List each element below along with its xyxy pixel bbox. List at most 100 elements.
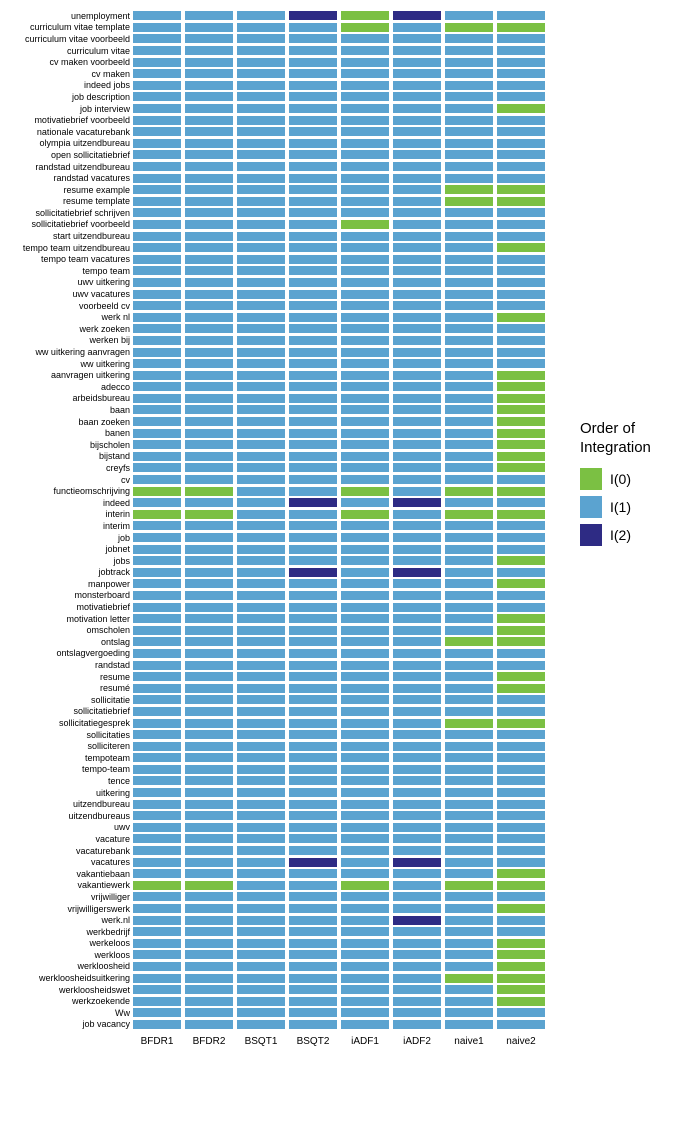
- heatmap-row: jobnet: [10, 543, 550, 555]
- heatmap-cell: [445, 974, 493, 983]
- heatmap-cell: [133, 545, 181, 554]
- legend-swatch: [580, 496, 602, 518]
- heatmap-cell: [445, 394, 493, 403]
- heatmap-cell: [185, 475, 233, 484]
- heatmap-cell: [237, 521, 285, 530]
- heatmap-cell: [185, 985, 233, 994]
- row-cells: [133, 684, 545, 693]
- heatmap-cell: [237, 417, 285, 426]
- y-label: job interview: [10, 104, 133, 114]
- row-cells: [133, 116, 545, 125]
- heatmap-cell: [393, 34, 441, 43]
- heatmap-cell: [237, 463, 285, 472]
- heatmap-cell: [497, 510, 545, 519]
- heatmap-row: curriculum vitae voorbeeld: [10, 33, 550, 45]
- heatmap-row: sollicitatiegesprek: [10, 717, 550, 729]
- heatmap-cell: [289, 243, 337, 252]
- heatmap-cell: [393, 661, 441, 670]
- y-label: banen: [10, 428, 133, 438]
- heatmap-cell: [185, 348, 233, 357]
- heatmap-cell: [133, 707, 181, 716]
- heatmap-cell: [393, 405, 441, 414]
- heatmap-cell: [393, 197, 441, 206]
- y-label: indeed jobs: [10, 80, 133, 90]
- heatmap-row: ontslagvergoeding: [10, 648, 550, 660]
- x-label: BFDR2: [185, 1036, 233, 1047]
- heatmap-cell: [237, 788, 285, 797]
- heatmap-cell: [341, 92, 389, 101]
- heatmap-cell: [393, 684, 441, 693]
- heatmap-cell: [133, 185, 181, 194]
- heatmap-cell: [497, 811, 545, 820]
- heatmap-cell: [341, 150, 389, 159]
- heatmap-cell: [237, 405, 285, 414]
- heatmap-cell: [445, 684, 493, 693]
- heatmap-cell: [237, 510, 285, 519]
- heatmap-cell: [341, 591, 389, 600]
- heatmap-cell: [289, 719, 337, 728]
- heatmap-cell: [237, 1020, 285, 1029]
- heatmap-cell: [393, 359, 441, 368]
- heatmap-cell: [497, 104, 545, 113]
- heatmap-cell: [341, 301, 389, 310]
- heatmap-row: werkloosheidsuitkering: [10, 972, 550, 984]
- y-label: sollicitatie: [10, 695, 133, 705]
- heatmap-cell: [497, 23, 545, 32]
- heatmap-cell: [237, 765, 285, 774]
- heatmap-row: resume template: [10, 196, 550, 208]
- heatmap-cell: [237, 695, 285, 704]
- heatmap-cell: [445, 1008, 493, 1017]
- heatmap-cell: [237, 800, 285, 809]
- heatmap-cell: [445, 498, 493, 507]
- heatmap-cell: [497, 556, 545, 565]
- y-label: resumé: [10, 683, 133, 693]
- y-label: start uitzendbureau: [10, 231, 133, 241]
- heatmap-cell: [237, 46, 285, 55]
- heatmap-cell: [185, 1020, 233, 1029]
- heatmap-cell: [497, 278, 545, 287]
- heatmap-cell: [237, 579, 285, 588]
- heatmap-cell: [289, 162, 337, 171]
- heatmap-cell: [393, 313, 441, 322]
- heatmap-cell: [497, 985, 545, 994]
- heatmap-cell: [289, 290, 337, 299]
- heatmap-cell: [133, 881, 181, 890]
- heatmap-cell: [341, 939, 389, 948]
- heatmap-cell: [237, 371, 285, 380]
- heatmap-cell: [497, 440, 545, 449]
- heatmap-row: tempo-team: [10, 764, 550, 776]
- heatmap-cell: [445, 765, 493, 774]
- heatmap-cell: [445, 440, 493, 449]
- heatmap-row: tence: [10, 775, 550, 787]
- heatmap-cell: [133, 695, 181, 704]
- x-label: iADF1: [341, 1036, 389, 1047]
- heatmap-cell: [237, 174, 285, 183]
- heatmap-cell: [497, 417, 545, 426]
- heatmap-cell: [237, 892, 285, 901]
- heatmap-cell: [289, 707, 337, 716]
- heatmap-cell: [445, 661, 493, 670]
- heatmap-cell: [237, 220, 285, 229]
- heatmap-cell: [133, 162, 181, 171]
- heatmap-cell: [289, 684, 337, 693]
- heatmap-cell: [393, 962, 441, 971]
- heatmap-cell: [237, 278, 285, 287]
- heatmap-cell: [185, 950, 233, 959]
- heatmap-cell: [289, 371, 337, 380]
- heatmap-cell: [289, 382, 337, 391]
- heatmap-cell: [289, 313, 337, 322]
- heatmap-cell: [237, 162, 285, 171]
- row-cells: [133, 719, 545, 728]
- heatmap-cell: [185, 788, 233, 797]
- heatmap-cell: [133, 487, 181, 496]
- heatmap-cell: [341, 846, 389, 855]
- heatmap-cell: [445, 174, 493, 183]
- heatmap-cell: [185, 104, 233, 113]
- row-cells: [133, 985, 545, 994]
- heatmap-cell: [497, 58, 545, 67]
- heatmap-cell: [237, 11, 285, 20]
- row-cells: [133, 533, 545, 542]
- row-cells: [133, 266, 545, 275]
- heatmap-cell: [497, 614, 545, 623]
- heatmap-cell: [497, 463, 545, 472]
